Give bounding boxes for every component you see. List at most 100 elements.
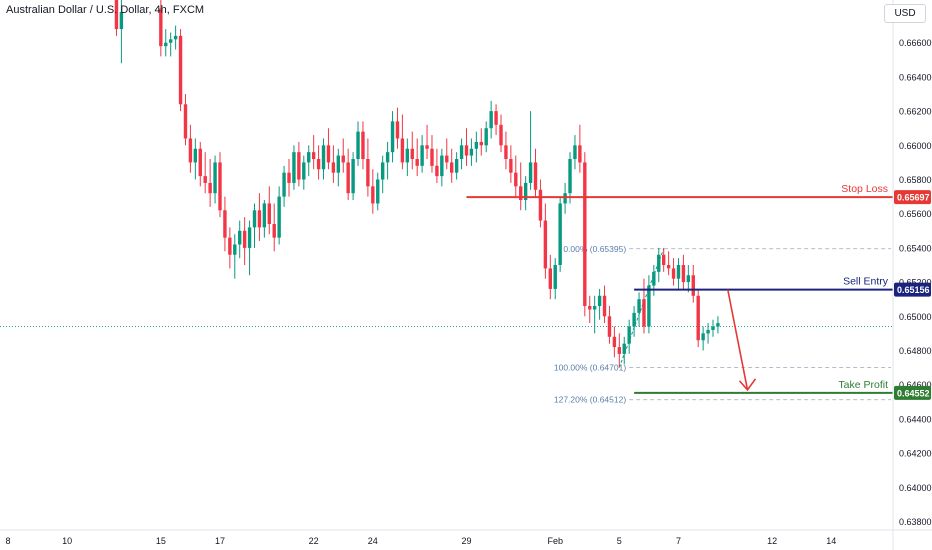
candle-body <box>341 155 345 163</box>
candle-body <box>607 316 612 337</box>
candle-body <box>514 172 518 187</box>
candle-body <box>420 145 424 166</box>
x-tick-label: 12 <box>767 536 777 546</box>
sell-entry-price-text: 0.65156 <box>897 285 930 295</box>
y-tick-label: 0.64400 <box>899 414 932 424</box>
candle-body <box>464 145 469 156</box>
x-tick-label: 10 <box>62 536 72 546</box>
candle-body <box>666 265 671 269</box>
candle-body <box>632 312 636 327</box>
candle-body <box>233 244 237 255</box>
candle-body <box>617 347 622 354</box>
candle-body <box>238 230 242 245</box>
candle-body <box>361 131 365 159</box>
fib-level-label: 127.20% (0.64512) <box>554 395 626 405</box>
candle-body <box>203 176 207 183</box>
candle-body <box>272 223 276 238</box>
projection-arrow-shaft <box>726 289 749 391</box>
candle-body <box>459 145 464 159</box>
candle-body <box>208 182 212 194</box>
candle-body <box>311 152 316 159</box>
x-tick-label: 5 <box>617 536 622 546</box>
candle-body <box>454 159 459 173</box>
candle-body <box>602 295 607 317</box>
candle-body <box>622 343 626 354</box>
candle-body <box>385 152 390 163</box>
candle-body <box>164 42 168 47</box>
candle-body <box>351 159 355 194</box>
candle-body <box>558 203 562 265</box>
candle-body <box>430 148 434 166</box>
candle-body <box>371 186 375 204</box>
y-tick-label: 0.64800 <box>899 346 932 356</box>
fib-anchor-line <box>618 248 665 368</box>
candle-body <box>543 220 548 269</box>
candle-body <box>642 299 646 327</box>
candle-body <box>331 162 336 173</box>
candle-body <box>267 203 271 224</box>
candle-body <box>528 162 533 183</box>
candle-body <box>627 326 631 344</box>
stop-loss-price-text: 0.65697 <box>897 193 930 203</box>
candle-body <box>711 326 715 330</box>
candle-body <box>415 159 419 166</box>
candle-body <box>671 268 676 279</box>
y-tick-label: 0.65600 <box>899 209 932 219</box>
candle-body <box>440 155 444 177</box>
candle-body <box>307 152 311 163</box>
y-tick-label: 0.64600 <box>899 380 932 390</box>
candle-body <box>292 152 296 183</box>
x-tick-label: 15 <box>156 536 166 546</box>
take-profit-price-badge <box>894 385 931 400</box>
candle-body <box>213 162 217 194</box>
candle-body <box>257 210 262 228</box>
candle-body <box>445 155 449 163</box>
y-tick-label: 0.66200 <box>899 107 932 117</box>
candle-body <box>400 138 405 163</box>
currency-button[interactable]: USD <box>884 4 926 23</box>
sell-entry-price-badge <box>894 282 931 297</box>
candle-body <box>277 196 281 238</box>
candle-body <box>474 141 479 149</box>
candle-body <box>676 265 681 279</box>
candle-body <box>321 145 326 170</box>
candle-body <box>681 265 686 283</box>
x-tick-label: 7 <box>676 536 681 546</box>
candle-body <box>489 111 493 129</box>
candle-body <box>637 299 641 313</box>
candle-body <box>652 271 656 286</box>
candle-body <box>242 230 247 248</box>
candle-body <box>346 162 350 194</box>
candle-body <box>691 275 695 296</box>
candle-body <box>568 159 572 194</box>
candle-body <box>588 306 592 310</box>
candle-body <box>410 148 414 159</box>
candle-body <box>519 186 523 201</box>
x-tick-label: 24 <box>368 536 378 546</box>
candle-body <box>114 0 119 30</box>
stop-loss-label: Stop Loss <box>841 183 888 195</box>
candle-body <box>696 295 700 341</box>
x-tick-label: 17 <box>215 536 225 546</box>
candle-body <box>376 179 380 204</box>
candle-body <box>302 162 306 180</box>
x-tick-label: 8 <box>5 536 10 546</box>
candle-body <box>168 39 173 43</box>
candle-body <box>612 336 617 348</box>
candle-body <box>504 145 508 159</box>
candle-body <box>356 131 360 159</box>
candle-body <box>573 145 577 159</box>
candle-body <box>523 182 528 201</box>
candle-body <box>450 162 454 173</box>
x-tick-label: 22 <box>309 536 319 546</box>
fib-level-label: 100.00% (0.64701) <box>554 362 626 372</box>
x-tick-label: 14 <box>826 536 836 546</box>
candle-body <box>247 227 252 248</box>
y-tick-label: 0.66600 <box>899 38 932 48</box>
candle-body <box>223 210 227 238</box>
fib-level-label: 0.00% (0.65395) <box>563 244 626 254</box>
candle-body <box>686 275 691 283</box>
candle-body <box>425 145 429 149</box>
sell-entry-label: Sell Entry <box>843 276 889 288</box>
